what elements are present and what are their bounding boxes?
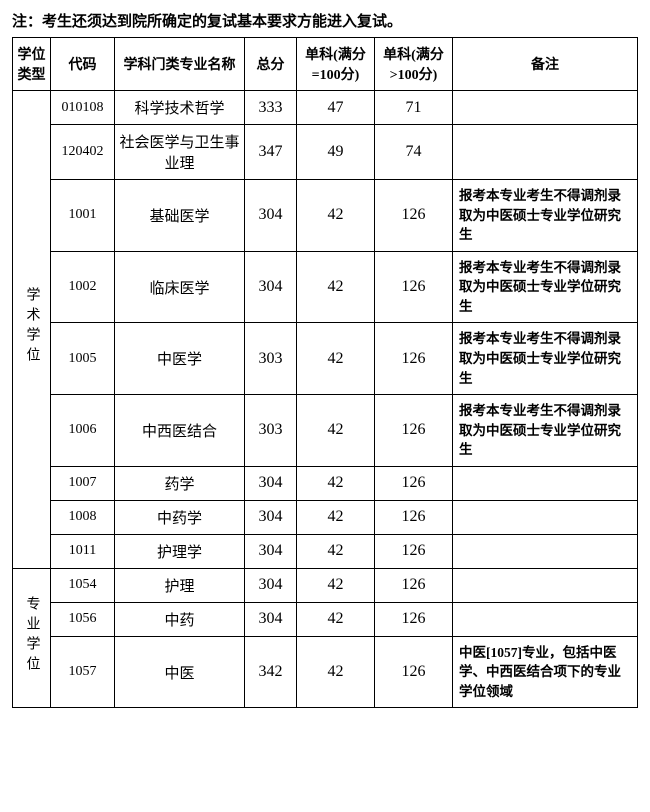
- sub1-cell: 49: [297, 125, 375, 180]
- table-row: 1002临床医学30442126报考本专业考生不得调剂录取为中医硕士专业学位研究…: [13, 251, 638, 323]
- code-cell: 1001: [51, 180, 115, 252]
- sub2-cell: 126: [375, 636, 453, 708]
- table-row: 专业学位1054护理30442126: [13, 568, 638, 602]
- major-cell: 护理: [115, 568, 245, 602]
- code-cell: 1005: [51, 323, 115, 395]
- note-text: 注：考生还须达到院所确定的复试基本要求方能进入复试。: [12, 10, 638, 31]
- remark-cell: 报考本专业考生不得调剂录取为中医硕士专业学位研究生: [453, 251, 638, 323]
- major-cell: 药学: [115, 466, 245, 500]
- table-row: 1011护理学30442126: [13, 534, 638, 568]
- sub2-cell: 74: [375, 125, 453, 180]
- table-row: 120402社会医学与卫生事业理3474974: [13, 125, 638, 180]
- table-row: 学术学位010108科学技术哲学3334771: [13, 91, 638, 125]
- code-cell: 1011: [51, 534, 115, 568]
- sub1-cell: 42: [297, 323, 375, 395]
- major-cell: 中西医结合: [115, 395, 245, 467]
- total-cell: 304: [245, 251, 297, 323]
- header-sub1: 单科(满分=100分): [297, 38, 375, 91]
- sub2-cell: 126: [375, 534, 453, 568]
- header-remark: 备注: [453, 38, 638, 91]
- table-row: 1007药学30442126: [13, 466, 638, 500]
- sub2-cell: 126: [375, 180, 453, 252]
- remark-cell: [453, 125, 638, 180]
- degree-type-label: 学术学位: [22, 287, 42, 367]
- sub1-cell: 42: [297, 251, 375, 323]
- sub2-cell: 126: [375, 395, 453, 467]
- remark-cell: 报考本专业考生不得调剂录取为中医硕士专业学位研究生: [453, 180, 638, 252]
- remark-cell: [453, 466, 638, 500]
- code-cell: 1006: [51, 395, 115, 467]
- sub1-cell: 42: [297, 534, 375, 568]
- table-row: 1001基础医学30442126报考本专业考生不得调剂录取为中医硕士专业学位研究…: [13, 180, 638, 252]
- sub1-cell: 47: [297, 91, 375, 125]
- sub1-cell: 42: [297, 395, 375, 467]
- sub1-cell: 42: [297, 180, 375, 252]
- total-cell: 304: [245, 180, 297, 252]
- sub1-cell: 42: [297, 466, 375, 500]
- sub1-cell: 42: [297, 500, 375, 534]
- remark-cell: 中医[1057]专业，包括中医学、中西医结合项下的专业学位领域: [453, 636, 638, 708]
- major-cell: 护理学: [115, 534, 245, 568]
- table-row: 1008中药学30442126: [13, 500, 638, 534]
- sub1-cell: 42: [297, 568, 375, 602]
- total-cell: 347: [245, 125, 297, 180]
- code-cell: 120402: [51, 125, 115, 180]
- code-cell: 1057: [51, 636, 115, 708]
- sub2-cell: 71: [375, 91, 453, 125]
- table-row: 1057中医34242126中医[1057]专业，包括中医学、中西医结合项下的专…: [13, 636, 638, 708]
- remark-cell: 报考本专业考生不得调剂录取为中医硕士专业学位研究生: [453, 395, 638, 467]
- degree-type-cell: 专业学位: [13, 568, 51, 708]
- table-row: 1005中医学30342126报考本专业考生不得调剂录取为中医硕士专业学位研究生: [13, 323, 638, 395]
- major-cell: 中药学: [115, 500, 245, 534]
- total-cell: 303: [245, 323, 297, 395]
- table-row: 1056中药30442126: [13, 602, 638, 636]
- remark-cell: [453, 568, 638, 602]
- major-cell: 临床医学: [115, 251, 245, 323]
- total-cell: 342: [245, 636, 297, 708]
- total-cell: 304: [245, 534, 297, 568]
- sub2-cell: 126: [375, 251, 453, 323]
- sub1-cell: 42: [297, 602, 375, 636]
- sub2-cell: 126: [375, 568, 453, 602]
- header-total: 总分: [245, 38, 297, 91]
- remark-cell: 报考本专业考生不得调剂录取为中医硕士专业学位研究生: [453, 323, 638, 395]
- table-row: 1006中西医结合30342126报考本专业考生不得调剂录取为中医硕士专业学位研…: [13, 395, 638, 467]
- remark-cell: [453, 534, 638, 568]
- total-cell: 333: [245, 91, 297, 125]
- major-cell: 科学技术哲学: [115, 91, 245, 125]
- major-cell: 中医: [115, 636, 245, 708]
- total-cell: 303: [245, 395, 297, 467]
- remark-cell: [453, 602, 638, 636]
- header-sub2: 单科(满分>100分): [375, 38, 453, 91]
- major-cell: 社会医学与卫生事业理: [115, 125, 245, 180]
- sub2-cell: 126: [375, 602, 453, 636]
- major-cell: 中医学: [115, 323, 245, 395]
- major-cell: 中药: [115, 602, 245, 636]
- major-cell: 基础医学: [115, 180, 245, 252]
- header-code: 代码: [51, 38, 115, 91]
- total-cell: 304: [245, 568, 297, 602]
- sub2-cell: 126: [375, 323, 453, 395]
- total-cell: 304: [245, 500, 297, 534]
- sub2-cell: 126: [375, 500, 453, 534]
- code-cell: 010108: [51, 91, 115, 125]
- code-cell: 1002: [51, 251, 115, 323]
- code-cell: 1056: [51, 602, 115, 636]
- sub1-cell: 42: [297, 636, 375, 708]
- remark-cell: [453, 500, 638, 534]
- remark-cell: [453, 91, 638, 125]
- score-table: 学位类型 代码 学科门类专业名称 总分 单科(满分=100分) 单科(满分>10…: [12, 37, 638, 708]
- header-type: 学位类型: [13, 38, 51, 91]
- degree-type-label: 专业学位: [22, 596, 42, 676]
- table-body: 学术学位010108科学技术哲学3334771120402社会医学与卫生事业理3…: [13, 91, 638, 708]
- total-cell: 304: [245, 602, 297, 636]
- code-cell: 1007: [51, 466, 115, 500]
- sub2-cell: 126: [375, 466, 453, 500]
- total-cell: 304: [245, 466, 297, 500]
- degree-type-cell: 学术学位: [13, 91, 51, 569]
- header-row: 学位类型 代码 学科门类专业名称 总分 单科(满分=100分) 单科(满分>10…: [13, 38, 638, 91]
- code-cell: 1008: [51, 500, 115, 534]
- header-major: 学科门类专业名称: [115, 38, 245, 91]
- code-cell: 1054: [51, 568, 115, 602]
